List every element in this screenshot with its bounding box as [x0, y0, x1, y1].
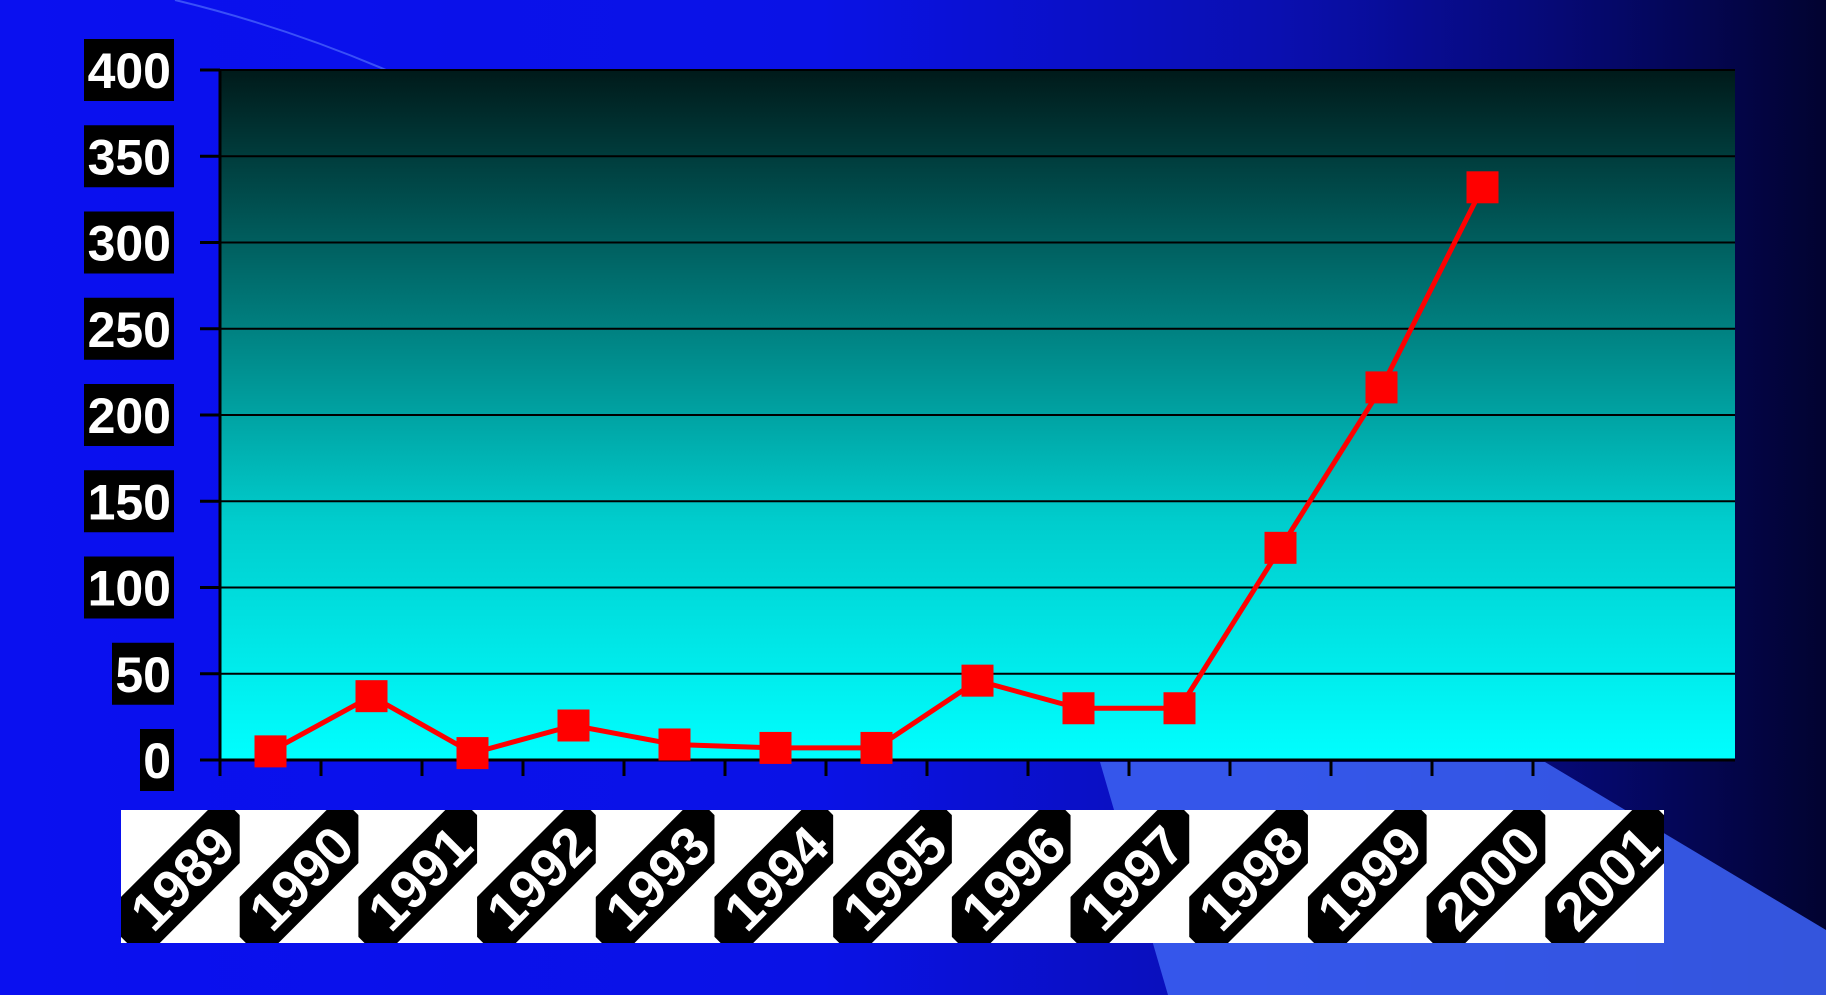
data-point-marker: [355, 680, 388, 713]
x-tick-label-box: [595, 810, 715, 943]
data-point-marker: [1163, 692, 1196, 725]
data-point-marker: [254, 735, 287, 768]
y-tick-label: 100: [88, 561, 171, 617]
data-point-marker: [1062, 692, 1095, 725]
y-tick-label: 300: [88, 216, 171, 272]
x-tick-label-box: [951, 810, 1071, 943]
y-tick-label: 350: [88, 129, 171, 185]
x-ticks: [218, 760, 1535, 776]
y-tick-label-box: [84, 125, 174, 188]
data-point-marker: [456, 737, 489, 770]
y-tick-label: 200: [88, 388, 171, 444]
x-tick-label-box: [1307, 810, 1427, 943]
data-point-marker: [1466, 171, 1499, 204]
gridlines: [200, 68, 1735, 762]
data-point-marker: [961, 664, 994, 697]
x-tick-label-box: [1545, 810, 1665, 943]
data-point-marker: [658, 728, 691, 761]
data-point-marker: [557, 709, 590, 742]
x-tick-label-box: [121, 810, 240, 943]
data-point-marker: [759, 731, 792, 764]
x-tick-label-box: [477, 810, 596, 943]
x-tick-label-box: [1070, 810, 1190, 943]
y-tick-label-box: [112, 642, 174, 705]
y-tick-label-box: [84, 39, 174, 101]
series-line: [254, 171, 1499, 770]
data-point-marker: [1264, 531, 1297, 564]
data-point-marker: [1365, 371, 1398, 404]
x-tick-label-box: [714, 810, 834, 943]
y-tick-label-box: [84, 470, 174, 533]
y-tick-label-box: [84, 384, 174, 446]
y-tick-label: 50: [115, 647, 171, 703]
y-tick-label: 150: [88, 474, 171, 530]
x-tick-label-box: [1189, 810, 1308, 943]
y-tick-label-box: [84, 211, 174, 274]
y-tick-label: 0: [143, 733, 171, 789]
y-tick-label-box: [84, 556, 174, 619]
y-tick-label: 250: [88, 302, 171, 358]
y-tick-label-box: [140, 729, 174, 791]
x-tick-label-box: [833, 810, 952, 943]
x-tick-label-box: [1426, 810, 1546, 943]
x-tick-label-box: [239, 810, 359, 943]
data-point-marker: [860, 731, 893, 764]
y-tick-label-box: [84, 297, 174, 360]
y-tick-labels: 0 50 100 150 200 250 300 350 400: [84, 39, 174, 791]
y-tick-label: 400: [88, 43, 171, 99]
x-tick-label-box: [358, 810, 478, 943]
